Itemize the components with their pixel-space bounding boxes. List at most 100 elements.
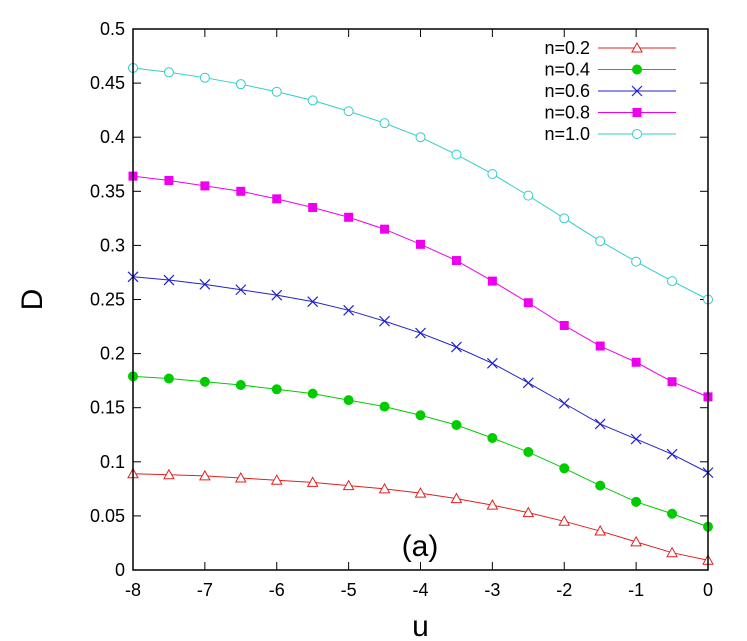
data-point bbox=[199, 278, 211, 290]
data-point bbox=[558, 397, 570, 409]
data-point bbox=[199, 469, 211, 481]
data-point bbox=[380, 224, 390, 234]
series-1 bbox=[128, 371, 713, 532]
x-tick-label: -1 bbox=[628, 580, 644, 600]
y-tick-label: 0.5 bbox=[100, 19, 125, 39]
data-point bbox=[631, 496, 642, 507]
data-point bbox=[307, 296, 319, 308]
series-line bbox=[132, 375, 709, 528]
data-point bbox=[522, 377, 534, 389]
data-point bbox=[630, 535, 642, 547]
x-axis-label: u bbox=[412, 610, 429, 641]
data-point bbox=[667, 508, 678, 519]
legend-label: n=0.8 bbox=[544, 103, 590, 123]
data-point bbox=[486, 357, 498, 369]
data-point bbox=[451, 256, 461, 266]
data-point bbox=[558, 515, 571, 526]
data-point bbox=[344, 212, 354, 222]
x-tick-label: -6 bbox=[269, 580, 285, 600]
data-point bbox=[271, 86, 282, 97]
data-point bbox=[451, 341, 462, 353]
x-tick-label: -3 bbox=[484, 580, 500, 600]
data-point bbox=[234, 472, 247, 483]
data-point bbox=[414, 487, 427, 498]
data-point bbox=[271, 289, 283, 301]
data-point bbox=[163, 274, 175, 286]
y-tick-label: 0 bbox=[115, 560, 125, 580]
data-point bbox=[163, 67, 174, 78]
legend-label: n=1.0 bbox=[544, 124, 590, 144]
data-point bbox=[523, 447, 534, 458]
legend-marker bbox=[631, 41, 643, 53]
data-point bbox=[487, 432, 498, 443]
data-point bbox=[199, 376, 210, 387]
data-point bbox=[200, 181, 210, 191]
data-point bbox=[559, 320, 569, 330]
data-point bbox=[631, 256, 642, 267]
data-point bbox=[271, 384, 282, 395]
legend-item: n=1.0 bbox=[544, 124, 676, 144]
legend-item: n=0.4 bbox=[544, 60, 676, 80]
data-point bbox=[630, 433, 642, 445]
data-point bbox=[343, 304, 355, 316]
series-4 bbox=[128, 62, 713, 305]
legend-item: n=0.6 bbox=[544, 81, 676, 101]
y-tick-label: 0.45 bbox=[90, 73, 125, 93]
data-point bbox=[666, 546, 678, 558]
x-tick-label: -2 bbox=[556, 580, 572, 600]
data-point bbox=[415, 410, 426, 421]
legend: n=0.2n=0.4n=0.6n=0.8n=1.0 bbox=[544, 38, 676, 144]
y-axis-label: D bbox=[16, 289, 49, 311]
data-point bbox=[236, 186, 246, 196]
data-point bbox=[163, 468, 175, 480]
x-tick-label: -5 bbox=[341, 580, 357, 600]
y-tick-label: 0.05 bbox=[90, 506, 125, 526]
legend-marker bbox=[631, 85, 643, 97]
series-2 bbox=[127, 271, 714, 479]
panel-label: (a) bbox=[402, 530, 439, 563]
data-point bbox=[235, 379, 246, 390]
legend-label: n=0.2 bbox=[544, 38, 590, 58]
data-point bbox=[631, 357, 641, 367]
series-layer bbox=[127, 62, 714, 565]
legend-item: n=0.8 bbox=[544, 103, 676, 123]
data-point bbox=[342, 479, 355, 491]
data-point bbox=[487, 276, 497, 286]
y-tick-label: 0.3 bbox=[100, 235, 125, 255]
data-point bbox=[379, 118, 390, 129]
data-point bbox=[451, 420, 462, 431]
data-point bbox=[595, 341, 605, 351]
data-point bbox=[270, 474, 283, 485]
y-tick-label: 0.25 bbox=[90, 290, 125, 310]
data-point bbox=[450, 492, 463, 504]
plot-frame bbox=[132, 28, 709, 571]
data-point bbox=[306, 476, 319, 487]
x-tick-label: -7 bbox=[197, 580, 213, 600]
data-point bbox=[163, 373, 174, 384]
axis-ticks: -8 -7 -6 -5 -4 -3 -2 -1 0 0 0.05 0.1 0.15 0.2 0.25 0.3 0… bbox=[90, 19, 713, 600]
data-point bbox=[308, 203, 318, 213]
data-point bbox=[235, 79, 246, 90]
data-point bbox=[415, 327, 426, 339]
data-point bbox=[272, 194, 282, 204]
y-tick-label: 0.4 bbox=[100, 127, 125, 147]
data-point bbox=[378, 482, 391, 494]
data-point bbox=[415, 132, 426, 143]
data-point bbox=[595, 236, 606, 247]
data-point bbox=[343, 106, 354, 117]
data-point bbox=[667, 377, 677, 387]
y-tick-label: 0.2 bbox=[100, 344, 125, 364]
x-tick-label: -4 bbox=[412, 580, 428, 600]
y-tick-label: 0.1 bbox=[100, 452, 125, 472]
data-point bbox=[595, 480, 606, 491]
data-point bbox=[199, 72, 210, 83]
data-point bbox=[307, 95, 318, 106]
data-point bbox=[523, 190, 534, 201]
legend-marker bbox=[632, 108, 642, 117]
data-point bbox=[559, 463, 570, 474]
data-point bbox=[307, 388, 318, 399]
data-point bbox=[486, 499, 499, 510]
data-point bbox=[235, 284, 247, 296]
data-point bbox=[343, 395, 354, 406]
